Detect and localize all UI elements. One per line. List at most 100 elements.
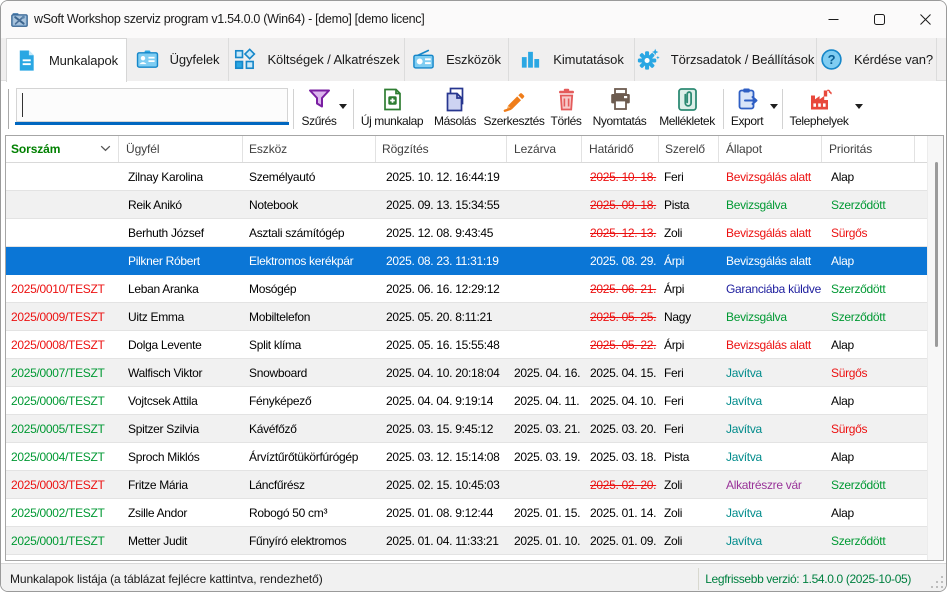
worksheet-table: Sorszám Ügyfél Eszköz Rögzítés Lezárva Határi… [5, 135, 944, 561]
toolbar-separator [353, 89, 354, 129]
cell-lezarva: 2025. 03. 21. [514, 422, 581, 436]
cell-eszkoz: Árvíztűrőtükörfúrógép [249, 450, 359, 464]
column-header-eszkoz[interactable]: Eszköz [243, 136, 376, 162]
column-header-label: Eszköz [249, 142, 288, 156]
cell-eszkoz: Mobiltelefon [249, 310, 311, 324]
tab-kerdese-van[interactable]: ? Kérdése van? [817, 38, 937, 81]
table-row-13[interactable]: 2025/0002/TESZT Zsille Andor Robogó 50 cm³… [6, 499, 927, 527]
export-icon [735, 87, 759, 111]
delete-icon [554, 87, 578, 111]
window-controls [810, 1, 946, 38]
table-row-7[interactable]: 2025/0008/TESZT Dolga Levente Split klíma 2… [6, 331, 927, 359]
column-header-ugyfel[interactable]: Ügyfél [119, 136, 243, 162]
mellekletek-button[interactable]: Mellékletek [654, 87, 720, 133]
table-row-12[interactable]: 2025/0003/TESZT Fritze Mária Láncfűrész 202… [6, 471, 927, 499]
table-row-4[interactable]: Pilkner Róbert Elektromos kerékpár 2025. 0… [6, 247, 927, 275]
minimize-button[interactable] [810, 1, 856, 38]
cell-prioritas: Szerződött [831, 310, 886, 324]
cell-ugyfel: Reik Anikó [128, 198, 182, 212]
column-header-sorszam[interactable]: Sorszám [6, 136, 119, 162]
column-header-rogzites[interactable]: Rögzítés [376, 136, 507, 162]
cell-eszkoz: Láncfűrész [249, 478, 305, 492]
cell-eszkoz: Elektromos kerékpár [249, 254, 354, 268]
torles-button[interactable]: Törlés [544, 87, 588, 133]
text-caret [22, 93, 23, 117]
telephelyek-button[interactable]: Telephelyek [787, 87, 851, 133]
tab-label: Munkalapok [48, 53, 119, 68]
cell-szerelo: Feri [664, 366, 684, 380]
search-input[interactable] [16, 88, 288, 122]
table-row-3[interactable]: Berhuth József Asztali számítógép 2025. 12… [6, 219, 927, 247]
cell-rogzites: 2025. 04. 04. 9:19:14 [386, 394, 494, 408]
sites-icon [807, 87, 832, 111]
szures-dropdown-arrow-icon[interactable] [339, 104, 347, 109]
tab-munkalapok[interactable]: Munkalapok [6, 38, 127, 82]
nyomtatas-button[interactable]: Nyomtatás [588, 87, 651, 133]
table-row-10[interactable]: 2025/0005/TESZT Spitzer Szilvia Kávéfőző 20… [6, 415, 927, 443]
tab-eszkozok[interactable]: Eszközök [405, 38, 509, 81]
cell-hatarido: 2025. 04. 15. [590, 366, 657, 380]
column-header-label: Lezárva [514, 142, 556, 156]
szerkesztes-button[interactable]: Szerkesztés [483, 87, 545, 133]
cell-lezarva [507, 471, 582, 499]
cell-lezarva [507, 303, 582, 331]
tab-koltsegek-alkatreszek[interactable]: Költségek / Alkatrészek [229, 38, 405, 81]
cell-szerelo: Nagy [664, 310, 691, 324]
cell-rogzites: 2025. 05. 16. 15:55:48 [386, 338, 500, 352]
export-dropdown-arrow-icon[interactable] [770, 104, 778, 109]
table-row-6[interactable]: 2025/0009/TESZT Uitz Emma Mobiltelefon 2025… [6, 303, 927, 331]
cell-lezarva: 2025. 01. 15. [514, 506, 581, 520]
cell-allapot: Javítva [726, 366, 762, 380]
close-button[interactable] [902, 1, 946, 38]
title-bar[interactable]: wSoft Workshop szerviz program v1.54.0.0… [1, 1, 946, 38]
resize-grip[interactable] [931, 576, 945, 590]
attachment-icon [675, 87, 699, 111]
search-accent-underline [15, 122, 289, 125]
maximize-button[interactable] [856, 1, 902, 38]
tab-torzsadatok-beallitasok[interactable]: Törzsadatok / Beállítások [635, 38, 817, 81]
table-row-8[interactable]: 2025/0007/TESZT Walfisch Viktor Snowboard 2… [6, 359, 927, 387]
cell-eszkoz: Split klíma [249, 338, 302, 352]
column-header-lezarva[interactable]: Lezárva [507, 136, 582, 162]
szures-button[interactable]: Szűrés [296, 87, 342, 133]
cell-ugyfel: Spitzer Szilvia [128, 422, 199, 436]
tab-ugyfelek[interactable]: Ügyfelek [127, 38, 229, 81]
status-message: Munkalapok listája (a táblázat fejlécre … [10, 571, 323, 586]
cell-szerelo: Pista [664, 450, 690, 464]
cell-hatarido: 2025. 03. 20. [590, 422, 657, 436]
vertical-scrollbar[interactable] [927, 136, 943, 560]
table-row-9[interactable]: 2025/0006/TESZT Vojtcsek Attila Fényképező… [6, 387, 927, 415]
tab-kimutatasok[interactable]: Kimutatások [509, 38, 635, 81]
table-row-2[interactable]: Reik Anikó Notebook 2025. 09. 13. 15:34:55… [6, 191, 927, 219]
telephelyek-dropdown-arrow-icon[interactable] [855, 104, 863, 109]
cell-allapot: Javítva [726, 506, 762, 520]
column-header-allapot[interactable]: Állapot [719, 136, 822, 162]
cell-allapot: Alkatrészre vár [726, 478, 802, 492]
cell-hatarido: 2025. 01. 09. [590, 534, 657, 548]
uj-munkalap-button[interactable]: Új munkalap [356, 87, 428, 133]
cell-hatarido: 2025. 05. 22. [590, 338, 657, 352]
table-row-1[interactable]: Zilnay Karolina Személyautó 2025. 10. 12. … [6, 163, 927, 191]
scrollbar-thumb[interactable] [935, 162, 938, 347]
window-title: wSoft Workshop szerviz program v1.54.0.0… [34, 12, 425, 26]
column-header-hatarido[interactable]: Határidő [582, 136, 659, 162]
cell-sorszam [6, 247, 119, 275]
cell-szerelo: Árpi [664, 254, 685, 268]
app-icon [11, 11, 28, 28]
export-button[interactable]: Export [724, 87, 770, 133]
cell-ugyfel: Zilnay Karolina [128, 170, 203, 184]
tab-label: Törzsadatok / Beállítások [670, 52, 815, 67]
devices-icon [412, 48, 435, 71]
cell-ugyfel: Pilkner Róbert [128, 254, 200, 268]
cell-szerelo: Feri [664, 170, 684, 184]
cell-ugyfel: Metter Judit [128, 534, 188, 548]
tab-bar: Munkalapok Ügyfelek Költségek / Alkatrésze… [1, 38, 946, 82]
table-row-11[interactable]: 2025/0004/TESZT Sproch Miklós Árvíztűrőtük… [6, 443, 927, 471]
toolbar-separator [782, 89, 783, 129]
table-row-5[interactable]: 2025/0010/TESZT Leban Aranka Mosógép 2025. … [6, 275, 927, 303]
masolas-button[interactable]: Másolás [430, 87, 480, 133]
column-header-prioritas[interactable]: Prioritás [822, 136, 915, 162]
cell-allapot: Javítva [726, 394, 762, 408]
table-row-14[interactable]: 2025/0001/TESZT Metter Judit Fűnyíró elekt… [6, 527, 927, 555]
column-header-szerelo[interactable]: Szerelő [659, 136, 719, 162]
